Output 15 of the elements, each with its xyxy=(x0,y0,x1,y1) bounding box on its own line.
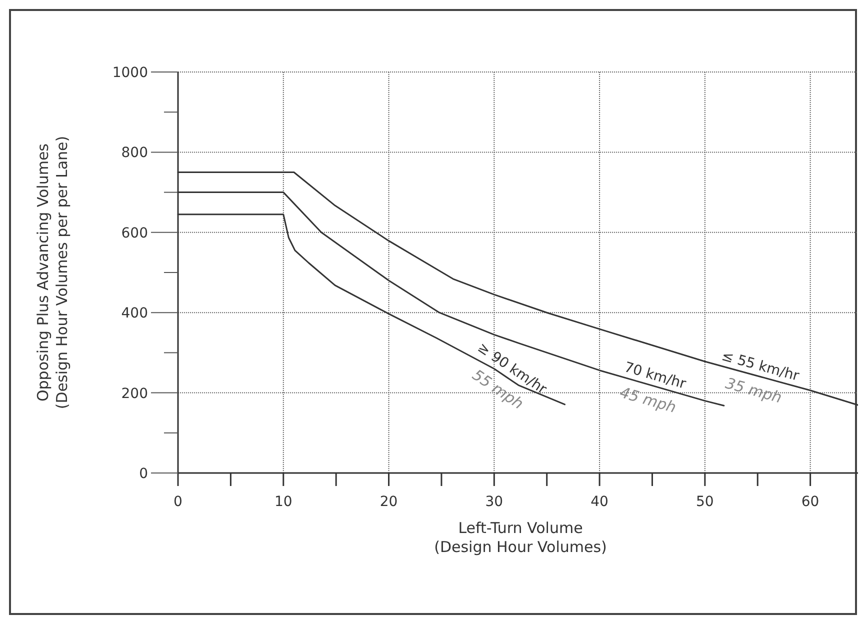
x-tick-label: 30 xyxy=(485,494,504,510)
x-tick-label: 20 xyxy=(380,494,398,510)
y-tick-label: 1000 xyxy=(112,65,148,81)
x-tick-label: 50 xyxy=(696,494,714,510)
y-tick-label: 600 xyxy=(121,225,148,242)
x-tick-label: 40 xyxy=(590,494,608,510)
y-tick-label: 400 xyxy=(121,306,148,322)
x-tick-label: 0 xyxy=(174,494,182,510)
y-axis-title: Opposing Plus Advancing Volumes (Design Hour Volumes per per Lane) xyxy=(34,136,71,410)
x-axis-title: Left-Turn Volume (Design Hour Volumes) xyxy=(434,519,607,556)
y-tick-label: 0 xyxy=(139,466,148,482)
y-tick-label: 800 xyxy=(121,145,148,162)
x-tick-label: 10 xyxy=(274,494,292,510)
x-tick-label: 60 xyxy=(801,494,820,510)
y-tick-label: 200 xyxy=(121,386,148,402)
